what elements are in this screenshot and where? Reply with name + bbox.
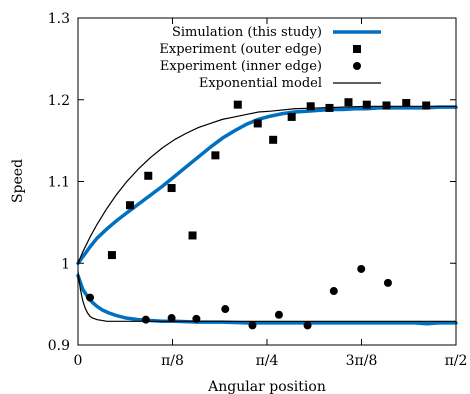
simulation-this-study-line-lower (76, 273, 458, 326)
series-layer (76, 98, 458, 330)
experiment-inner-edge-point (141, 315, 150, 324)
experiment-outer-edge-point (344, 98, 353, 107)
experiment-outer-edge-point (144, 171, 153, 180)
experiment-outer-edge-point (211, 151, 220, 160)
y-axis-title: Speed (10, 159, 26, 203)
legend-symbol-experiment-inner-edge (353, 62, 361, 70)
experiment-inner-edge-point (357, 264, 366, 273)
y-tick-label: 1 (61, 256, 70, 272)
legend-label-experiment-inner-edge: Experiment (inner edge) (160, 59, 322, 74)
experiment-outer-edge-point (107, 251, 116, 260)
simulation-this-study-line-upper (76, 105, 458, 265)
experiment-inner-edge-point (86, 293, 95, 302)
legend-symbol-experiment-outer-edge (353, 45, 361, 53)
legend-label-experiment-outer-edge: Experiment (outer edge) (159, 42, 322, 57)
y-tick-label: 1.1 (48, 175, 70, 191)
experiment-outer-edge-point (422, 101, 431, 110)
legend: Simulation (this study) Experiment (outer… (159, 25, 381, 91)
experiment-outer-edge-point (382, 101, 391, 110)
x-tick-label: π/8 (161, 353, 184, 369)
experiment-inner-edge-point (383, 278, 392, 287)
ticks-layer: 0 π/8 π/4 3π/8 π/2 0.9 1 1.1 1.2 1.3 (48, 11, 468, 369)
experiment-inner-edge-point (329, 287, 338, 296)
x-tick-label: 3π/8 (346, 353, 378, 369)
experiment-outer-edge-point (125, 201, 134, 210)
experiment-inner-edge-point (167, 314, 176, 323)
exponential-model-line-upper (77, 105, 457, 264)
x-axis-title: Angular position (207, 379, 326, 394)
exponential-model-line-lower (77, 270, 457, 322)
legend-label-exponential-model: Exponential model (199, 76, 322, 91)
x-tick-label: 0 (74, 353, 83, 369)
x-tick-label: π/2 (445, 353, 468, 369)
experiment-outer-edge-point (188, 231, 197, 240)
y-tick-label: 0.9 (48, 338, 70, 354)
experiment-outer-edge-point (167, 184, 176, 193)
experiment-outer-edge-point (402, 99, 411, 108)
experiment-outer-edge-point (269, 135, 278, 144)
y-tick-label: 1.3 (48, 11, 70, 27)
experiment-outer-edge-point (306, 102, 315, 111)
experiment-outer-edge-point (362, 100, 371, 109)
experiment-inner-edge-point (221, 305, 230, 314)
experiment-outer-edge-point (287, 112, 296, 121)
experiment-inner-edge-point (303, 321, 312, 330)
experiment-outer-edge-point (233, 100, 242, 109)
experiment-inner-edge-point (274, 310, 283, 319)
experiment-inner-edge-point (248, 321, 257, 330)
experiment-outer-edge-point (253, 119, 262, 128)
legend-label-simulation-this-study: Simulation (this study) (172, 25, 322, 40)
x-tick-label: π/4 (256, 353, 279, 369)
y-tick-label: 1.2 (48, 93, 70, 109)
